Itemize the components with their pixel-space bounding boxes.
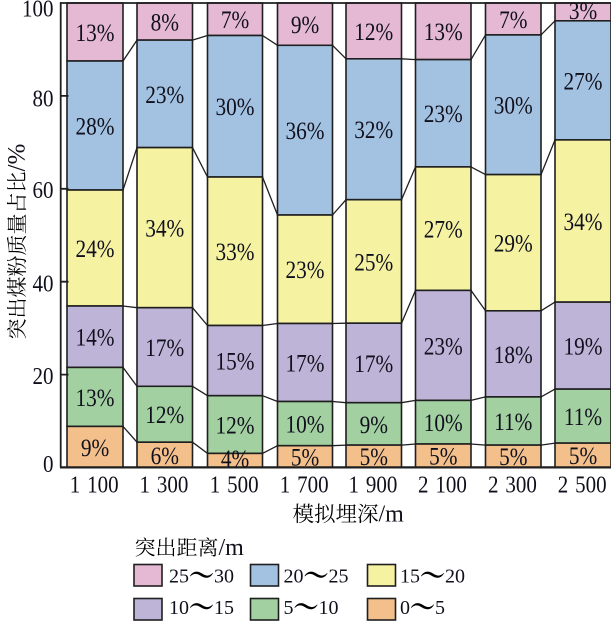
svg-text:11%: 11% bbox=[564, 403, 602, 431]
svg-text:2 100: 2 100 bbox=[418, 471, 467, 498]
svg-text:9%: 9% bbox=[81, 434, 109, 462]
svg-text:0: 0 bbox=[400, 597, 410, 619]
svg-text:34%: 34% bbox=[563, 208, 602, 236]
svg-text:36%: 36% bbox=[285, 118, 324, 146]
svg-text:25: 25 bbox=[329, 566, 349, 588]
svg-text:5%: 5% bbox=[429, 443, 457, 471]
svg-text:12%: 12% bbox=[215, 412, 254, 440]
svg-text:2 300: 2 300 bbox=[488, 471, 537, 498]
svg-text:7%: 7% bbox=[221, 7, 249, 35]
svg-text:8%: 8% bbox=[151, 9, 179, 37]
svg-text:30%: 30% bbox=[215, 94, 254, 122]
svg-text:/%: /% bbox=[4, 144, 31, 172]
svg-text:5%: 5% bbox=[291, 444, 319, 472]
svg-text:1 700: 1 700 bbox=[280, 471, 329, 498]
svg-text:100: 100 bbox=[22, 0, 53, 22]
svg-text:1 900: 1 900 bbox=[349, 471, 398, 498]
svg-text:25%: 25% bbox=[354, 249, 393, 277]
svg-text:9%: 9% bbox=[360, 411, 388, 439]
svg-text:/m: /m bbox=[219, 535, 245, 561]
svg-text:30: 30 bbox=[214, 566, 234, 588]
svg-text:10: 10 bbox=[319, 597, 339, 619]
svg-text:23%: 23% bbox=[285, 257, 324, 285]
svg-text:20: 20 bbox=[445, 566, 465, 588]
svg-text:24%: 24% bbox=[75, 235, 114, 263]
svg-text:5: 5 bbox=[284, 597, 294, 619]
svg-text:10%: 10% bbox=[424, 410, 463, 438]
svg-text:18%: 18% bbox=[494, 341, 533, 369]
svg-text:32%: 32% bbox=[354, 117, 393, 145]
svg-text:5%: 5% bbox=[569, 443, 597, 471]
svg-text:3%: 3% bbox=[569, 0, 597, 25]
svg-text:30%: 30% bbox=[494, 92, 533, 120]
svg-text:14%: 14% bbox=[75, 324, 114, 352]
svg-text:1 300: 1 300 bbox=[140, 471, 189, 498]
svg-text:29%: 29% bbox=[494, 230, 533, 258]
svg-text:10: 10 bbox=[169, 597, 189, 619]
svg-text:4%: 4% bbox=[221, 445, 249, 473]
svg-text:11%: 11% bbox=[494, 408, 532, 436]
svg-text:19%: 19% bbox=[563, 333, 602, 361]
svg-text:15: 15 bbox=[400, 566, 420, 588]
svg-text:15: 15 bbox=[214, 597, 234, 619]
svg-text:0: 0 bbox=[43, 451, 53, 478]
svg-text:27%: 27% bbox=[424, 216, 463, 244]
svg-text:13%: 13% bbox=[424, 19, 463, 47]
svg-text:6%: 6% bbox=[151, 442, 179, 470]
svg-text:2 500: 2 500 bbox=[558, 471, 607, 498]
svg-text:27%: 27% bbox=[563, 68, 602, 96]
svg-text:25: 25 bbox=[169, 566, 189, 588]
svg-text:1 500: 1 500 bbox=[210, 471, 259, 498]
svg-text:34%: 34% bbox=[145, 215, 184, 243]
svg-text:28%: 28% bbox=[75, 113, 114, 141]
svg-text:23%: 23% bbox=[424, 101, 463, 129]
svg-text:12%: 12% bbox=[354, 18, 393, 46]
svg-text:60: 60 bbox=[33, 177, 54, 204]
svg-text:/m: /m bbox=[379, 502, 405, 528]
svg-text:5%: 5% bbox=[360, 444, 388, 472]
svg-text:1 100: 1 100 bbox=[70, 471, 119, 498]
svg-text:9%: 9% bbox=[291, 11, 319, 39]
svg-text:13%: 13% bbox=[75, 384, 114, 412]
svg-text:10%: 10% bbox=[285, 411, 324, 439]
svg-text:5: 5 bbox=[435, 597, 445, 619]
svg-text:12%: 12% bbox=[145, 402, 184, 430]
svg-text:13%: 13% bbox=[75, 19, 114, 47]
svg-text:5%: 5% bbox=[499, 444, 527, 472]
svg-text:17%: 17% bbox=[285, 350, 324, 378]
svg-text:23%: 23% bbox=[424, 333, 463, 361]
svg-text:7%: 7% bbox=[499, 6, 527, 34]
svg-text:20: 20 bbox=[284, 566, 304, 588]
svg-text:80: 80 bbox=[33, 85, 54, 112]
svg-text:17%: 17% bbox=[354, 350, 393, 378]
svg-text:15%: 15% bbox=[215, 348, 254, 376]
svg-text:17%: 17% bbox=[145, 334, 184, 362]
svg-text:40: 40 bbox=[33, 270, 54, 297]
svg-text:33%: 33% bbox=[215, 239, 254, 267]
svg-text:23%: 23% bbox=[145, 81, 184, 109]
svg-text:20: 20 bbox=[33, 362, 54, 389]
